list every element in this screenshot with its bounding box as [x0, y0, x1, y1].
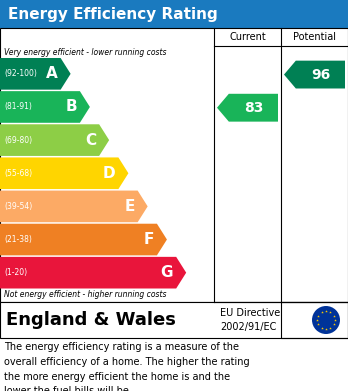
- Text: The energy efficiency rating is a measure of the
overall efficiency of a home. T: The energy efficiency rating is a measur…: [4, 342, 250, 391]
- Text: England & Wales: England & Wales: [6, 311, 176, 329]
- Circle shape: [312, 306, 340, 334]
- Text: G: G: [161, 265, 173, 280]
- Text: D: D: [103, 166, 116, 181]
- Text: Current: Current: [229, 32, 266, 42]
- Text: B: B: [65, 99, 77, 115]
- Text: F: F: [143, 232, 154, 247]
- Bar: [0, 28, 348, 302]
- Text: Not energy efficient - higher running costs: Not energy efficient - higher running co…: [4, 290, 166, 299]
- Text: Very energy efficient - lower running costs: Very energy efficient - lower running co…: [4, 48, 166, 57]
- Text: E: E: [124, 199, 135, 214]
- Polygon shape: [0, 124, 109, 156]
- Text: 96: 96: [311, 68, 330, 82]
- Text: Potential: Potential: [293, 32, 336, 42]
- Text: Energy Efficiency Rating: Energy Efficiency Rating: [8, 7, 218, 22]
- Polygon shape: [217, 94, 278, 122]
- Text: A: A: [46, 66, 58, 81]
- Text: C: C: [85, 133, 96, 148]
- Polygon shape: [284, 61, 345, 88]
- Bar: [0, 302, 348, 338]
- Polygon shape: [0, 190, 148, 222]
- Polygon shape: [0, 257, 186, 289]
- Text: (81-91): (81-91): [4, 102, 32, 111]
- Polygon shape: [0, 224, 167, 255]
- Text: (55-68): (55-68): [4, 169, 32, 178]
- Polygon shape: [0, 58, 71, 90]
- Polygon shape: [0, 158, 128, 189]
- Bar: [0, 0, 348, 28]
- Text: (92-100): (92-100): [4, 69, 37, 78]
- Text: (69-80): (69-80): [4, 136, 32, 145]
- Text: EU Directive
2002/91/EC: EU Directive 2002/91/EC: [220, 308, 280, 332]
- Text: (39-54): (39-54): [4, 202, 32, 211]
- Bar: [281, 302, 348, 338]
- Polygon shape: [0, 91, 90, 123]
- Text: 83: 83: [244, 101, 263, 115]
- Text: (21-38): (21-38): [4, 235, 32, 244]
- Text: (1-20): (1-20): [4, 268, 27, 277]
